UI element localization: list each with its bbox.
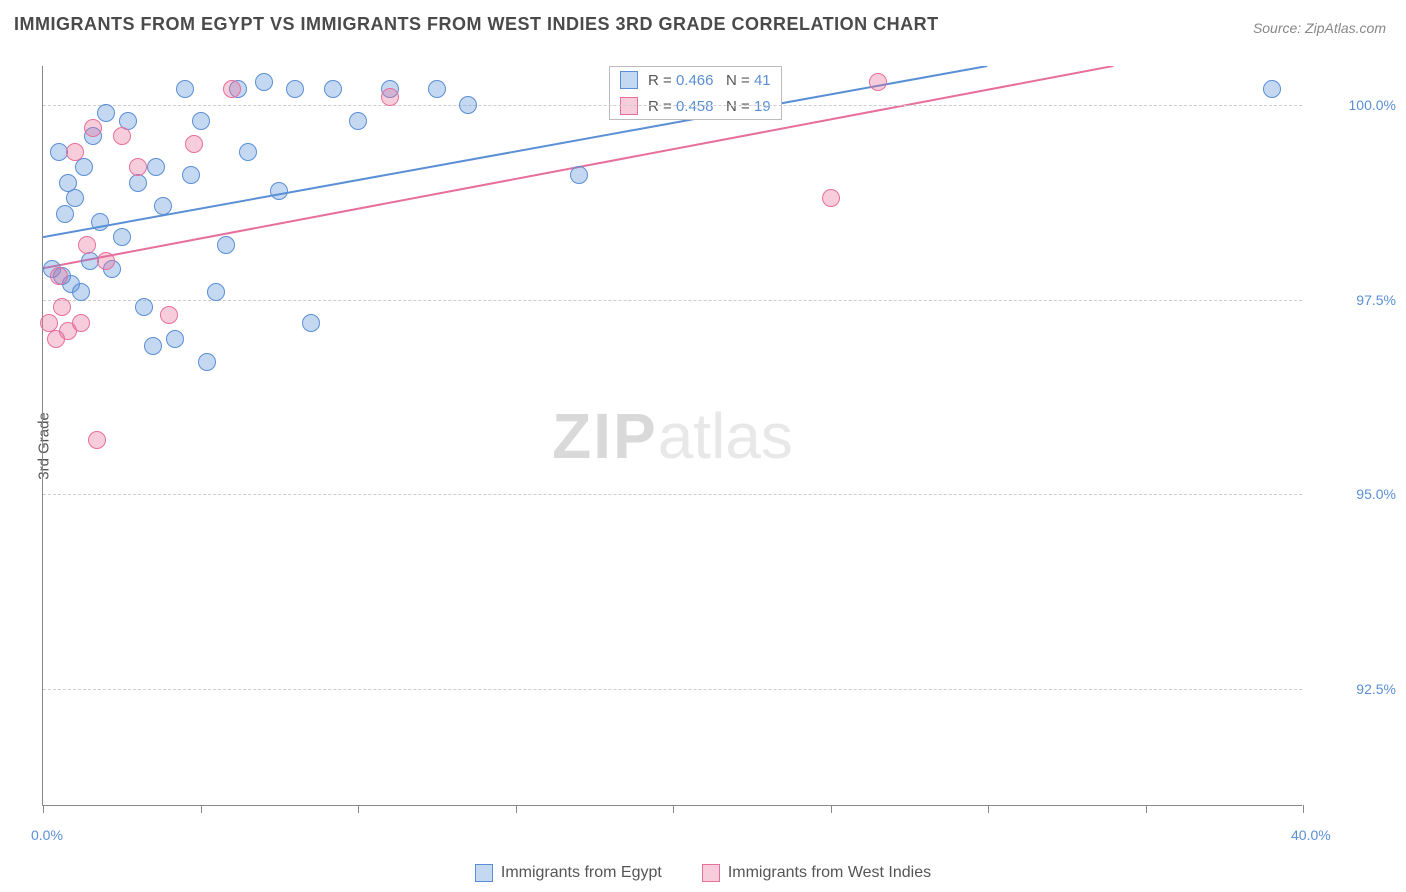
scatter-point — [459, 96, 477, 114]
x-tick — [1146, 805, 1147, 813]
trend-lines — [43, 66, 1302, 805]
scatter-point — [349, 112, 367, 130]
scatter-point — [66, 189, 84, 207]
y-tick-label: 97.5% — [1316, 292, 1396, 308]
scatter-point — [78, 236, 96, 254]
scatter-point — [75, 158, 93, 176]
scatter-point — [822, 189, 840, 207]
scatter-point — [113, 127, 131, 145]
scatter-point — [72, 314, 90, 332]
stats-text: R = 0.466 N = 41 — [648, 72, 771, 89]
scatter-point — [217, 236, 235, 254]
legend-swatch — [702, 864, 720, 882]
scatter-point — [160, 306, 178, 324]
stats-text: R = 0.458 N = 19 — [648, 98, 771, 115]
scatter-point — [302, 314, 320, 332]
scatter-point — [223, 80, 241, 98]
x-tick — [516, 805, 517, 813]
chart-title: IMMIGRANTS FROM EGYPT VS IMMIGRANTS FROM… — [14, 14, 939, 35]
scatter-point — [147, 158, 165, 176]
scatter-point — [869, 73, 887, 91]
scatter-point — [428, 80, 446, 98]
legend-swatch — [620, 71, 638, 89]
x-tick — [988, 805, 989, 813]
legend-label: Immigrants from West Indies — [728, 864, 931, 882]
scatter-point — [570, 166, 588, 184]
watermark-part2: atlas — [658, 400, 793, 472]
legend-item: Immigrants from Egypt — [475, 864, 662, 882]
gridline — [43, 494, 1302, 495]
scatter-point — [381, 88, 399, 106]
scatter-point — [66, 143, 84, 161]
source-attribution: Source: ZipAtlas.com — [1253, 20, 1386, 36]
x-tick — [43, 805, 44, 813]
scatter-point — [53, 298, 71, 316]
scatter-point — [84, 119, 102, 137]
x-tick-label: 40.0% — [1291, 827, 1331, 843]
scatter-point — [154, 197, 172, 215]
gridline — [43, 105, 1302, 106]
legend-swatch — [475, 864, 493, 882]
scatter-point — [166, 330, 184, 348]
scatter-point — [56, 205, 74, 223]
scatter-point — [91, 213, 109, 231]
y-tick-label: 92.5% — [1316, 681, 1396, 697]
scatter-point — [207, 283, 225, 301]
scatter-point — [144, 337, 162, 355]
stats-row: R = 0.466 N = 41 — [610, 67, 781, 93]
scatter-point — [255, 73, 273, 91]
watermark: ZIPatlas — [552, 399, 793, 473]
scatter-point — [198, 353, 216, 371]
scatter-point — [135, 298, 153, 316]
scatter-point — [50, 267, 68, 285]
scatter-point — [88, 431, 106, 449]
chart-container: IMMIGRANTS FROM EGYPT VS IMMIGRANTS FROM… — [0, 0, 1406, 892]
scatter-point — [113, 228, 131, 246]
scatter-point — [97, 104, 115, 122]
scatter-point — [324, 80, 342, 98]
scatter-point — [270, 182, 288, 200]
scatter-point — [97, 252, 115, 270]
y-tick-label: 95.0% — [1316, 486, 1396, 502]
x-tick — [201, 805, 202, 813]
stats-row: R = 0.458 N = 19 — [610, 93, 781, 119]
gridline — [43, 689, 1302, 690]
scatter-point — [129, 158, 147, 176]
watermark-part1: ZIP — [552, 400, 658, 472]
scatter-point — [239, 143, 257, 161]
x-tick — [831, 805, 832, 813]
scatter-point — [182, 166, 200, 184]
bottom-legend: Immigrants from Egypt Immigrants from Wes… — [0, 864, 1406, 882]
x-tick-label: 0.0% — [31, 827, 63, 843]
scatter-point — [72, 283, 90, 301]
plot-area: ZIPatlas R = 0.466 N = 41 R = 0.458 N = 1… — [42, 66, 1302, 806]
x-tick — [358, 805, 359, 813]
y-tick-label: 100.0% — [1316, 97, 1396, 113]
legend-item: Immigrants from West Indies — [702, 864, 931, 882]
correlation-stats-box: R = 0.466 N = 41 R = 0.458 N = 19 — [609, 66, 782, 120]
gridline — [43, 300, 1302, 301]
legend-label: Immigrants from Egypt — [501, 864, 662, 882]
scatter-point — [1263, 80, 1281, 98]
scatter-point — [192, 112, 210, 130]
scatter-point — [129, 174, 147, 192]
scatter-point — [286, 80, 304, 98]
scatter-point — [185, 135, 203, 153]
x-tick — [1303, 805, 1304, 813]
x-tick — [673, 805, 674, 813]
legend-swatch — [620, 97, 638, 115]
scatter-point — [176, 80, 194, 98]
